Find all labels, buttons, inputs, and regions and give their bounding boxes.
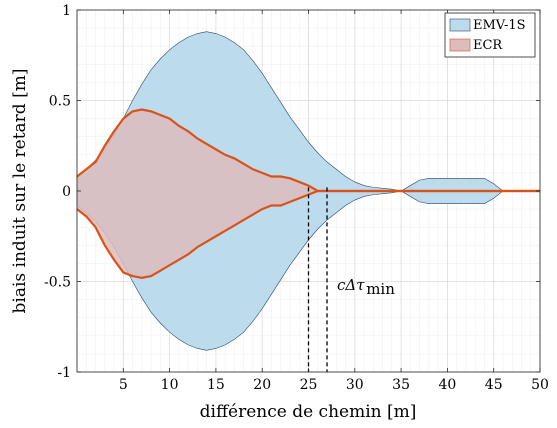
- x-tick-label: 40: [438, 377, 456, 393]
- legend-swatch-ecr: [449, 38, 471, 52]
- y-axis-label: biais induit sur le retard [m]: [10, 69, 30, 314]
- threshold-lines: [307, 187, 328, 372]
- x-axis-label: différence de chemin [m]: [200, 402, 417, 422]
- x-tick-label: 50: [531, 377, 549, 393]
- x-tick-label: 25: [300, 377, 318, 393]
- annotation-c-delta-tau-min: cΔτ min: [337, 276, 395, 298]
- annotation-subscript: min: [366, 280, 395, 298]
- annotation-main: cΔτ: [337, 276, 365, 294]
- y-tick-label: 1: [62, 3, 71, 19]
- y-tick-label: 0: [62, 184, 71, 200]
- x-ticks: 5 10 15 20 25 30 35 40 45 50: [119, 10, 549, 393]
- y-tick-label: -0.5: [44, 275, 71, 291]
- y-tick-label: -1: [57, 365, 71, 381]
- x-tick-label: 15: [207, 377, 225, 393]
- x-tick-label: 20: [253, 377, 271, 393]
- x-tick-label: 5: [119, 377, 128, 393]
- legend: EMV-1S ECR: [444, 12, 536, 58]
- legend-swatch-emv-1s: [449, 18, 471, 32]
- legend-label-ecr: ECR: [473, 38, 503, 53]
- x-tick-label: 45: [485, 377, 503, 393]
- y-tick-label: 0.5: [49, 94, 71, 110]
- x-tick-label: 35: [392, 377, 410, 393]
- x-tick-label: 30: [346, 377, 364, 393]
- y-ticks: -1 -0.5 0 0.5 1: [44, 3, 540, 381]
- legend-label-emv-1s: EMV-1S: [473, 18, 526, 33]
- x-tick-label: 10: [161, 377, 179, 393]
